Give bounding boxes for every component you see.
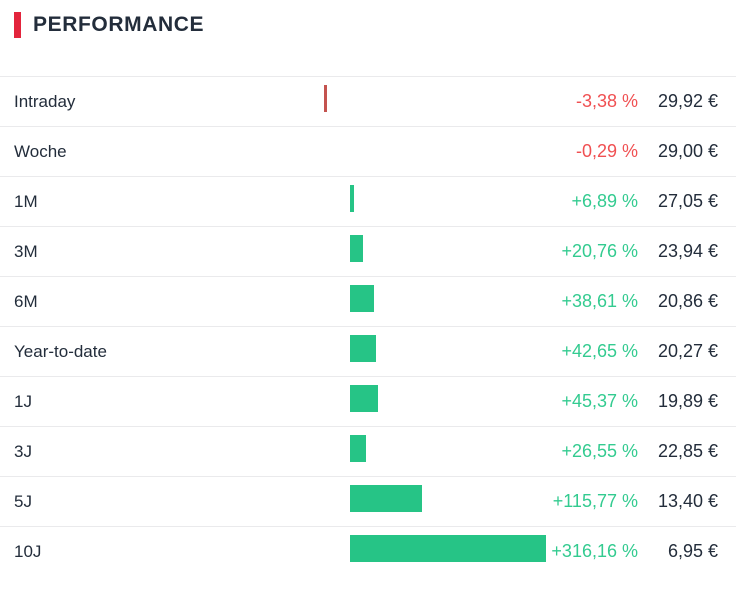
table-row: 1M +6,89 % 27,05 € xyxy=(0,176,736,226)
accent-bar xyxy=(14,12,21,38)
percent-change: +45,37 % xyxy=(561,391,638,411)
percent-change: +316,16 % xyxy=(551,541,638,561)
table-row: 3M +20,76 % 23,94 € xyxy=(0,226,736,276)
price-value: 6,95 € xyxy=(667,541,718,561)
price-value: 27,05 € xyxy=(657,191,718,211)
panel-header: PERFORMANCE xyxy=(0,0,736,76)
period-label: 3J xyxy=(14,442,32,461)
table-row: 10J +316,16 % 6,95 € xyxy=(0,526,736,576)
period-label: 5J xyxy=(14,492,32,511)
period-label: 1J xyxy=(14,392,32,411)
price-value: 29,92 € xyxy=(657,91,718,111)
price-value: 23,94 € xyxy=(657,241,718,261)
period-label: Intraday xyxy=(14,92,76,111)
percent-change: +38,61 % xyxy=(561,291,638,311)
percent-change: -0,29 % xyxy=(575,141,638,161)
table-row: 6M +38,61 % 20,86 € xyxy=(0,276,736,326)
performance-bar xyxy=(350,485,422,512)
percent-change: -3,38 % xyxy=(575,91,638,111)
percent-change: +6,89 % xyxy=(571,191,638,211)
performance-table: Intraday -3,38 % 29,92 € Woche -0,29 % 2… xyxy=(0,76,736,576)
performance-bar xyxy=(350,385,378,412)
table-row: Woche -0,29 % 29,00 € xyxy=(0,126,736,176)
percent-change: +26,55 % xyxy=(561,441,638,461)
price-value: 29,00 € xyxy=(657,141,718,161)
performance-bar xyxy=(350,235,363,262)
price-value: 19,89 € xyxy=(657,391,718,411)
table-row: 1J +45,37 % 19,89 € xyxy=(0,376,736,426)
period-label: Woche xyxy=(14,142,67,161)
table-row: Intraday -3,38 % 29,92 € xyxy=(0,76,736,126)
performance-bar xyxy=(350,435,366,462)
price-value: 13,40 € xyxy=(657,491,718,511)
performance-bar xyxy=(350,285,374,312)
period-label: 6M xyxy=(14,292,38,311)
percent-change: +20,76 % xyxy=(561,241,638,261)
price-value: 20,86 € xyxy=(657,291,718,311)
table-row: 3J +26,55 % 22,85 € xyxy=(0,426,736,476)
period-label: 10J xyxy=(14,542,42,561)
performance-bar xyxy=(350,185,354,212)
performance-bar xyxy=(350,335,376,362)
percent-change: +42,65 % xyxy=(561,341,638,361)
performance-bar xyxy=(324,85,327,112)
percent-change: +115,77 % xyxy=(552,491,638,511)
table-row: Year-to-date +42,65 % 20,27 € xyxy=(0,326,736,376)
price-value: 20,27 € xyxy=(657,341,718,361)
period-label: 1M xyxy=(14,192,38,211)
table-row: 5J +115,77 % 13,40 € xyxy=(0,476,736,526)
period-label: 3M xyxy=(14,242,38,261)
page-title: PERFORMANCE xyxy=(33,13,205,36)
performance-bar xyxy=(350,535,546,562)
period-label: Year-to-date xyxy=(14,342,107,361)
price-value: 22,85 € xyxy=(657,441,718,461)
